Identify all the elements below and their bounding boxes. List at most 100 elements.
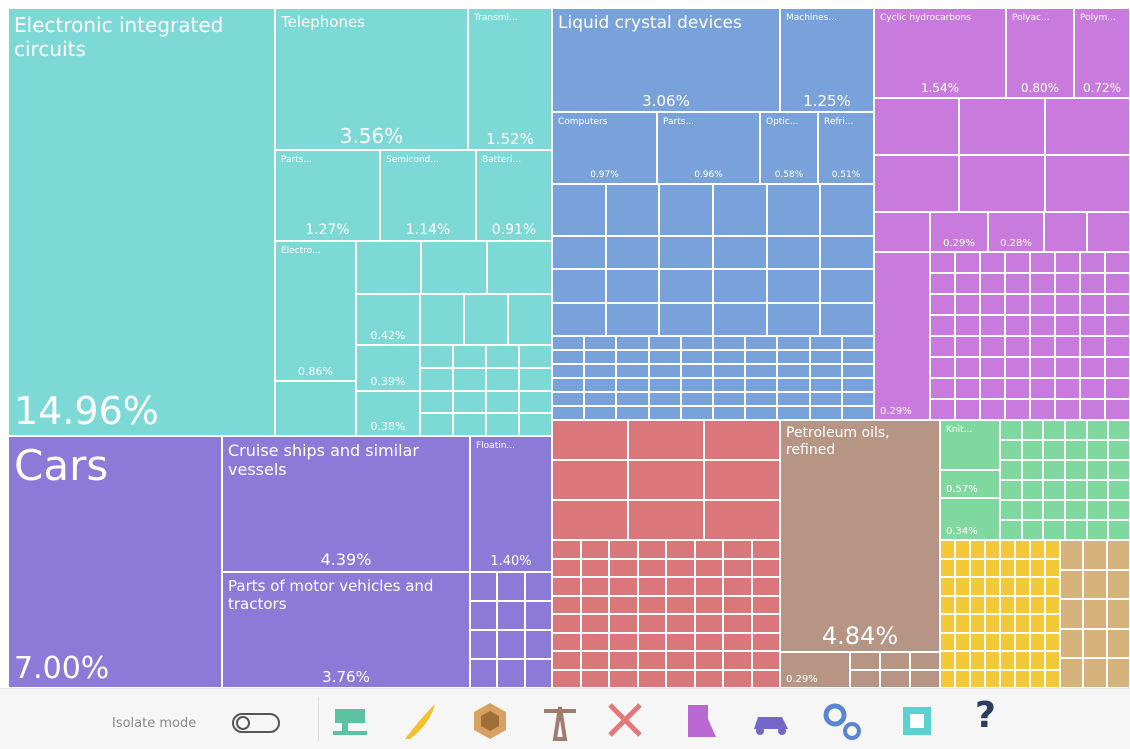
tile-cell: [955, 399, 980, 420]
category-icons: [333, 703, 931, 741]
tile-cell: [680, 350, 713, 364]
tile-cell: [616, 336, 649, 350]
tile-cell: [777, 378, 810, 392]
tile-cell: [1000, 520, 1022, 540]
tile-cell: [275, 381, 356, 436]
tile-cell: [1015, 558, 1030, 577]
tile-cell: [1000, 669, 1015, 688]
tile-name: Cars: [14, 441, 109, 490]
tile: Telephones 3.56%: [275, 8, 468, 150]
tile-cell: [524, 601, 552, 630]
tile: Electro... 0.86%: [275, 241, 356, 381]
tile-cell: [723, 632, 752, 651]
tile-cell: [1000, 651, 1015, 670]
tile-cell: [1000, 577, 1015, 596]
tile-cell: [980, 273, 1005, 294]
tile-cell: [637, 595, 666, 614]
tile-cell: [552, 577, 581, 596]
tile-cell: [1015, 577, 1030, 596]
isolate-toggle[interactable]: [232, 713, 280, 733]
chemicals-icon[interactable]: [608, 703, 642, 737]
tile-cell: [584, 336, 617, 350]
tile-cell: [1080, 315, 1105, 336]
tile-share: 1.25%: [803, 91, 851, 110]
tile-cell: [980, 378, 1005, 399]
tile-cell: [1105, 378, 1130, 399]
tile-cell: [713, 350, 746, 364]
tile-cell: [1083, 658, 1107, 688]
tile-cell: [940, 651, 955, 670]
tile: Optic... 0.58%: [760, 112, 818, 184]
tile-cell: [1106, 569, 1130, 600]
tile-cell: [609, 577, 638, 596]
help-button[interactable]: ?: [975, 695, 996, 736]
tile-cell: [1015, 669, 1030, 688]
tile-cell: [985, 558, 1000, 577]
tile-cell: [552, 350, 585, 364]
tile-cell: [1000, 558, 1015, 577]
plastics-icon[interactable]: [688, 705, 716, 737]
tile-cell: [1083, 628, 1107, 659]
tile-cell: [985, 669, 1000, 688]
tile-cell: [666, 632, 695, 651]
tile-cell: [1065, 480, 1087, 500]
tile-cell: [1055, 315, 1080, 336]
textiles-icon[interactable]: [333, 709, 367, 735]
tile-cell: [1086, 420, 1109, 440]
tile-cell: [1005, 252, 1030, 273]
tile-cell: [766, 302, 821, 336]
tile-cell: [940, 614, 955, 633]
tile-cell: [820, 184, 874, 236]
tile-cell: [940, 632, 955, 651]
tile-cell: [680, 378, 713, 392]
tile-name: Liquid crystal devices: [558, 13, 742, 33]
tile-cell: [955, 294, 980, 315]
tile-cell: [985, 632, 1000, 651]
tile-cell: [874, 98, 960, 155]
tile-share: 0.34%: [946, 526, 978, 537]
minerals-icon[interactable]: [474, 703, 506, 739]
tile-cell: [1030, 273, 1055, 294]
tile-cell: [777, 364, 810, 378]
tile-cell: [552, 236, 606, 270]
tile-cell: [666, 669, 695, 688]
tile-cell: [713, 406, 746, 420]
tile-cell: [609, 595, 638, 614]
tile-cell: [1030, 399, 1055, 420]
tile-cell: [955, 577, 970, 596]
tile-cell: [1021, 460, 1044, 480]
tile-cell: [713, 364, 746, 378]
tile-cell: [470, 659, 498, 688]
electronics-icon[interactable]: [903, 707, 931, 735]
tile-cell: [584, 378, 617, 392]
tile-share: 3.76%: [322, 667, 370, 686]
tile-cell: [1105, 294, 1130, 315]
tile-cell: [980, 399, 1005, 420]
tile-cell: [1005, 273, 1030, 294]
tile-cell: [841, 378, 874, 392]
fuels-icon[interactable]: [544, 706, 576, 741]
tile-cell: [713, 269, 767, 303]
tile-cell: [745, 406, 778, 420]
tile-share: 4.84%: [821, 621, 899, 650]
tile-cell: [666, 540, 695, 559]
tile-cell: [1043, 480, 1065, 500]
tile-cell: [628, 460, 704, 500]
tile-cell: [1030, 336, 1055, 357]
tile-cell: [1030, 595, 1045, 614]
tile-cell: [713, 236, 767, 270]
transport-icon[interactable]: [754, 717, 788, 735]
tile-share: 0.29%: [943, 238, 975, 249]
vegetable-icon[interactable]: [405, 704, 435, 739]
tile-cell: [955, 357, 980, 378]
machines-icon[interactable]: [823, 703, 861, 740]
tile-name: Batteri...: [482, 155, 522, 165]
tile-cell: [930, 273, 955, 294]
tile-cell: [1055, 273, 1080, 294]
tile-cell: [751, 558, 780, 577]
tile: 0.29%: [874, 252, 930, 420]
tile-cell: [1000, 632, 1015, 651]
tile-cell: [1080, 336, 1105, 357]
tile-cell: [1086, 500, 1109, 520]
tile-cell: [552, 302, 606, 336]
